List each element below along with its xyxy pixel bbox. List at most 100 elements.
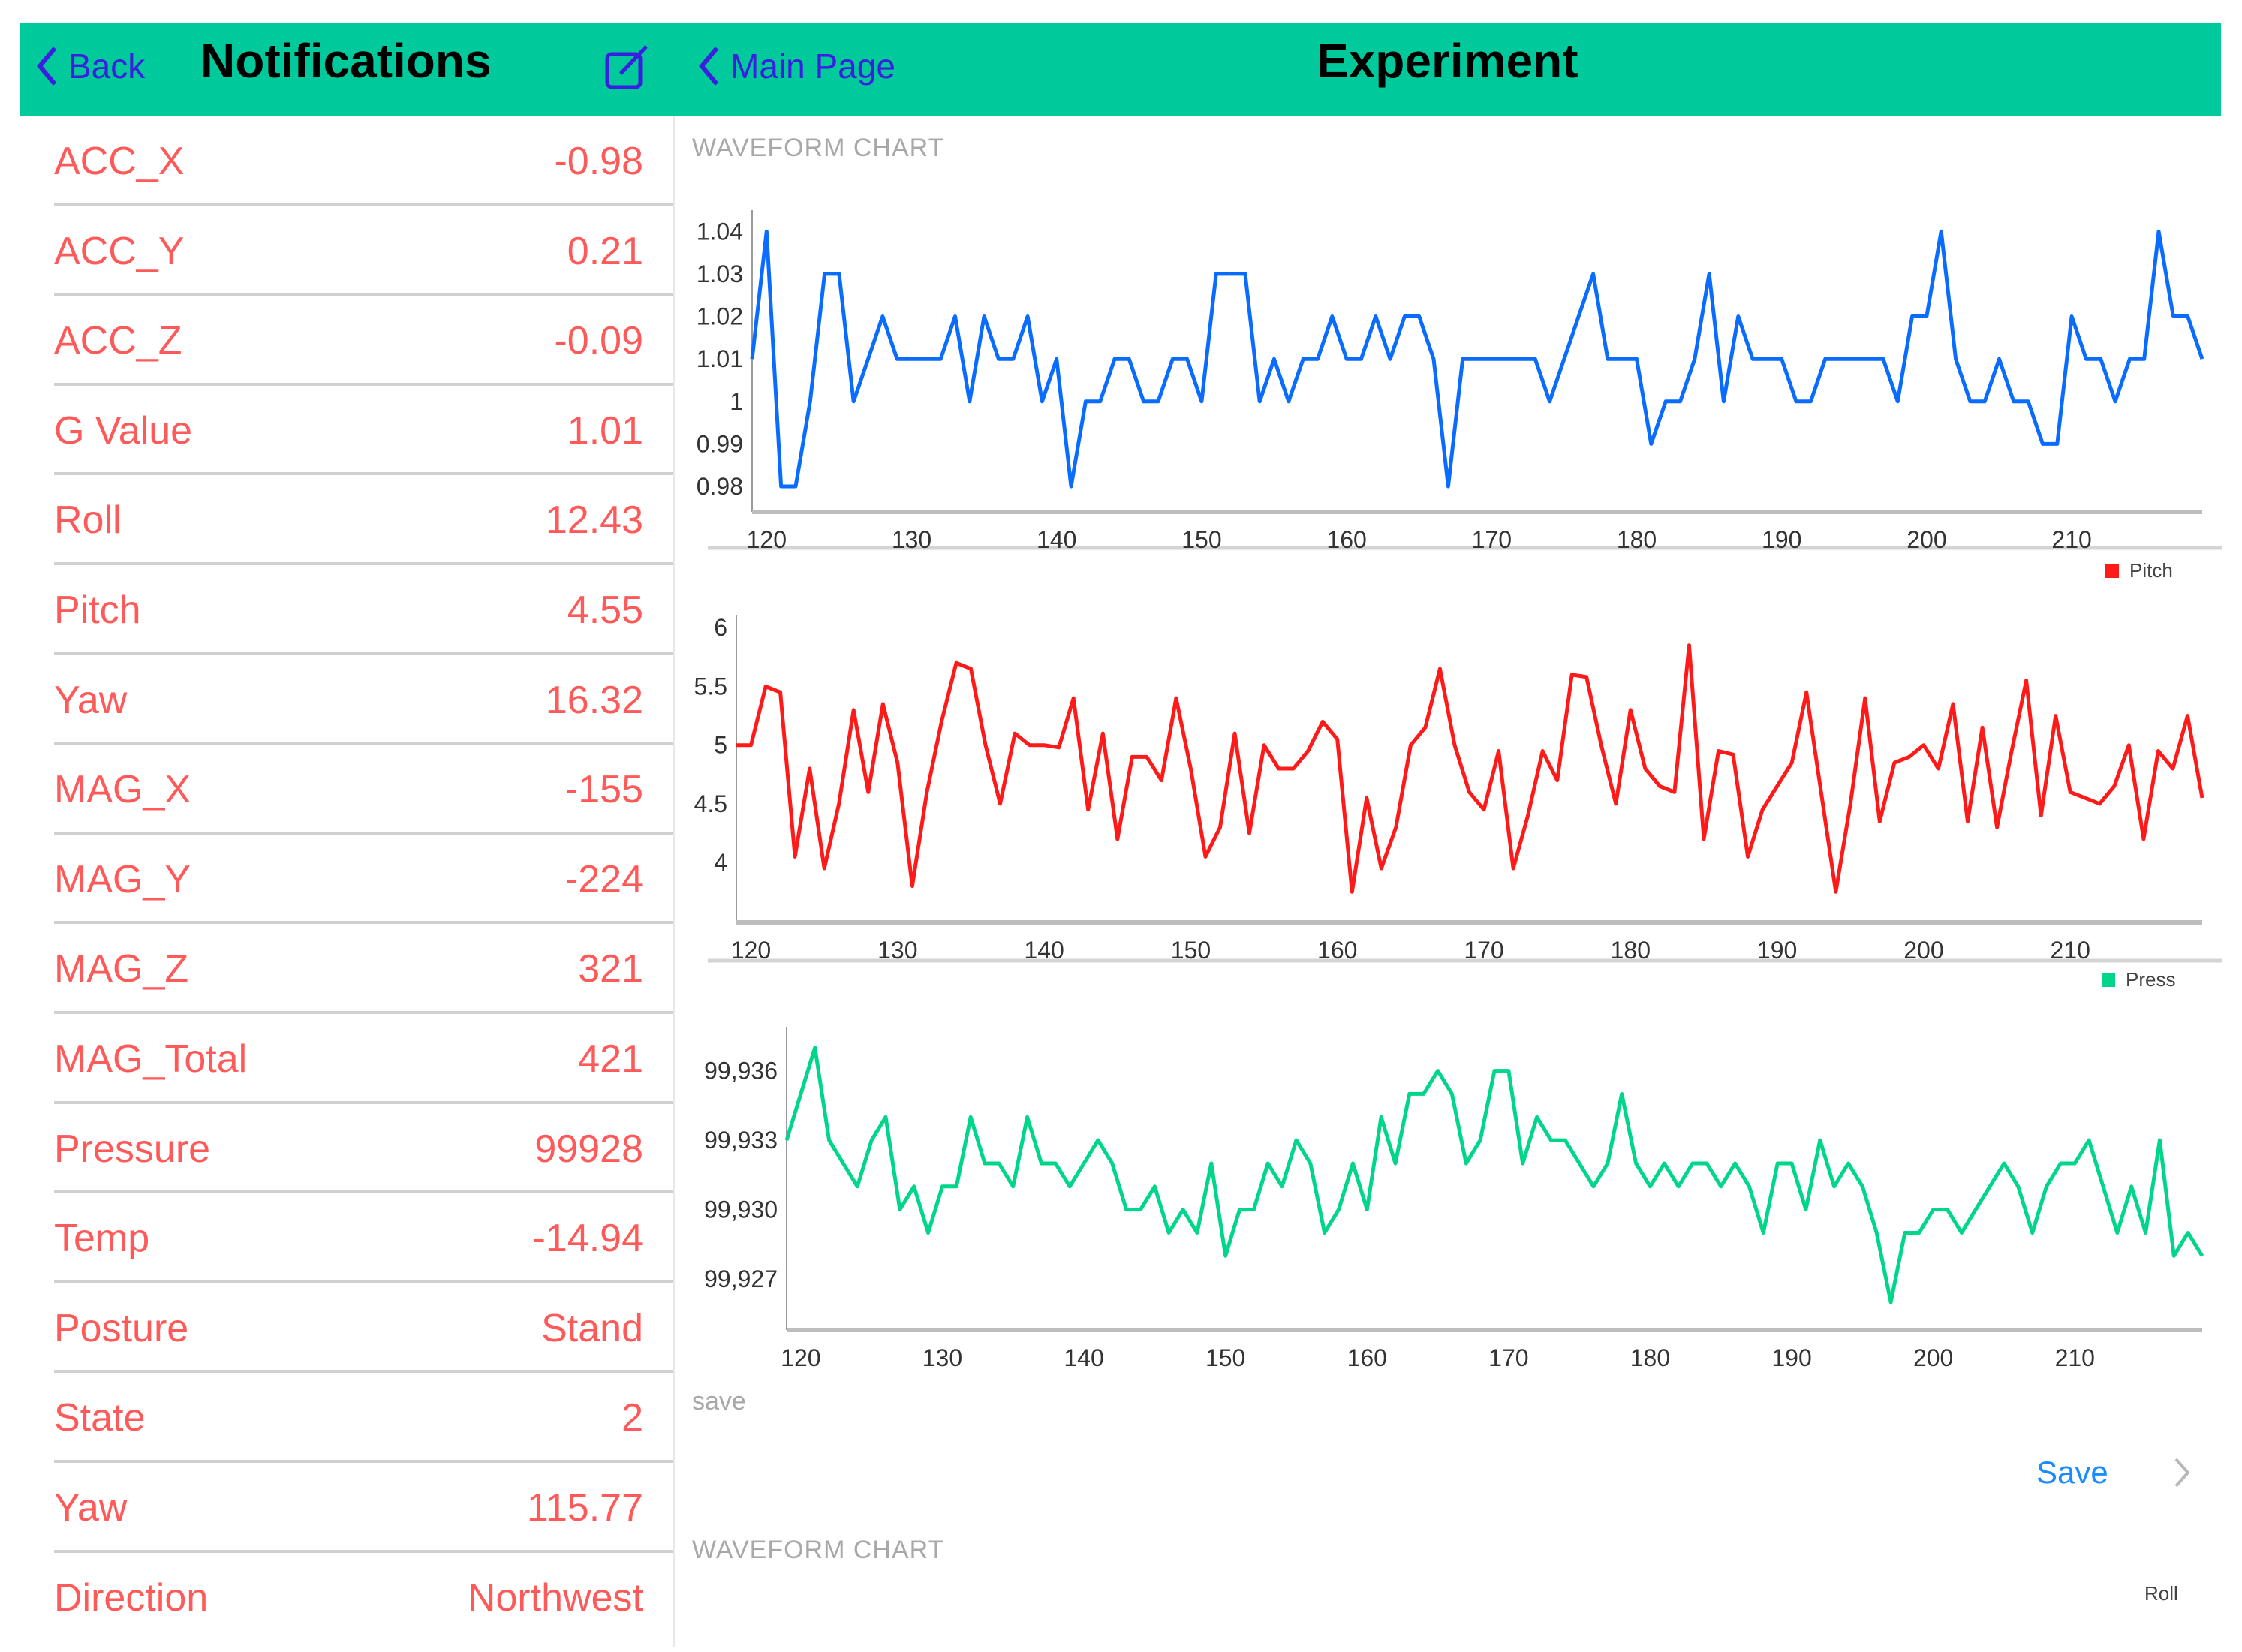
series-line-press [784,1046,2204,1304]
reading-row[interactable]: MAG_X -155 [20,745,673,835]
reading-value: 16.32 [545,678,643,722]
legend-label: Pitch [2129,559,2173,582]
main-page-label: Main Page [730,47,895,86]
x-tick-label: 210 [2051,526,2091,553]
row-divider [54,1010,673,1014]
row-divider [54,742,673,745]
reading-value: 2 [621,1396,643,1440]
y-tick-label: 1 [730,388,743,415]
reading-label: Yaw [54,1485,128,1530]
chevron-right-icon[interactable] [2173,1456,2191,1489]
y-tick-label: 1.04 [697,218,743,245]
y-tick-label: 4 [714,849,727,876]
row-divider [54,1280,673,1283]
reading-value: -155 [564,768,643,812]
x-tick-label: 160 [1347,1344,1387,1371]
reading-row[interactable]: ACC_Y 0.21 [20,206,673,296]
reading-label: ACC_Y [54,229,185,273]
row-divider [54,1370,673,1374]
x-tick-label: 140 [1037,526,1076,553]
reading-label: Posture [54,1306,189,1350]
compose-icon[interactable] [603,44,651,92]
row-divider [54,1190,673,1194]
reading-row[interactable]: Pitch 4.55 [20,565,673,655]
x-tick-label: 140 [1064,1344,1103,1371]
reading-value: 99928 [534,1127,643,1171]
experiment-nav-bar: Main Page Experiment [675,23,2221,116]
legend-press: Press [2102,968,2175,992]
row-divider [54,1549,673,1553]
reading-row[interactable]: State 2 [20,1373,673,1463]
save-section-header: save [692,1387,746,1416]
series-line-pitch [736,643,2204,894]
x-tick-label: 150 [1181,526,1221,553]
reading-label: ACC_Z [54,319,182,363]
back-label: Back [68,47,146,86]
reading-row[interactable]: Yaw 115.77 [20,1463,673,1553]
reading-row[interactable]: Yaw 16.32 [20,655,673,745]
row-divider [54,203,673,206]
x-tick-label: 160 [1326,526,1366,553]
x-tick-label: 200 [1913,1344,1953,1371]
reading-label: Temp [54,1217,150,1261]
reading-label: G Value [54,408,193,453]
reading-value: 0.21 [567,229,643,273]
reading-label: Pressure [54,1127,211,1171]
main-page-back-button[interactable]: Main Page [699,45,895,87]
legend-swatch-press [2102,973,2115,987]
reading-row[interactable]: MAG_Total 421 [20,1014,673,1104]
reading-row[interactable]: Posture Stand [20,1283,673,1374]
page-title: Notifications [200,34,492,88]
x-tick-label: 150 [1171,937,1211,964]
x-tick-label: 130 [877,937,917,964]
chevron-left-icon [37,47,57,86]
y-tick-label: 99,936 [704,1058,778,1085]
panel-divider [673,116,675,1647]
reading-row[interactable]: MAG_Z 321 [20,924,673,1014]
legend-roll: Roll [2144,1582,2178,1605]
reading-label: Direction [54,1575,209,1620]
row-divider [54,561,673,565]
experiment-title: Experiment [1317,34,1578,88]
reading-row[interactable]: MAG_Y -224 [20,835,673,925]
save-button[interactable]: Save [2036,1455,2108,1490]
reading-value: Stand [541,1306,643,1350]
x-tick-label: 210 [2055,1344,2095,1371]
sensor-readings-list: ACC_X -0.98 ACC_Y 0.21 ACC_Z -0.09 G Value … [20,116,673,1642]
reading-row[interactable]: Temp -14.94 [20,1193,673,1283]
y-tick-label: 0.98 [697,473,743,500]
reading-label: MAG_Total [54,1037,248,1081]
reading-value: 421 [578,1037,643,1081]
reading-value: 1.01 [567,408,643,453]
y-tick-label: 4.5 [694,790,727,817]
row-divider [54,1459,673,1463]
legend-label: Roll [2144,1582,2178,1605]
x-tick-label: 180 [1630,1344,1670,1371]
reading-row[interactable]: ACC_X -0.98 [20,116,673,206]
x-tick-label: 130 [922,1344,962,1371]
y-tick-label: 99,933 [704,1127,778,1154]
reading-value: Northwest [467,1575,643,1620]
y-tick-label: 0.99 [697,430,743,457]
reading-row[interactable]: Roll 12.43 [20,475,673,565]
waveform-section-header-2: WAVEFORM CHART [692,1536,945,1564]
reading-label: Pitch [54,588,141,632]
reading-row[interactable]: Pressure 99928 [20,1104,673,1194]
x-tick-label: 180 [1611,937,1651,964]
x-tick-label: 120 [747,526,787,553]
back-button[interactable]: Back [37,45,145,87]
reading-label: ACC_X [54,140,185,183]
chevron-left-icon [699,47,719,86]
reading-value: -0.98 [554,140,643,183]
x-tick-label: 170 [1472,526,1512,553]
notifications-nav-bar: Back Notifications [20,23,675,116]
x-tick-label: 150 [1205,1344,1245,1371]
x-tick-label: 190 [1757,937,1797,964]
y-tick-label: 1.02 [697,303,743,330]
reading-row[interactable]: ACC_Z -0.09 [20,296,673,386]
reading-row[interactable]: G Value 1.01 [20,386,673,476]
reading-row[interactable]: Direction Northwest [20,1553,673,1643]
x-tick-label: 210 [2051,937,2090,964]
